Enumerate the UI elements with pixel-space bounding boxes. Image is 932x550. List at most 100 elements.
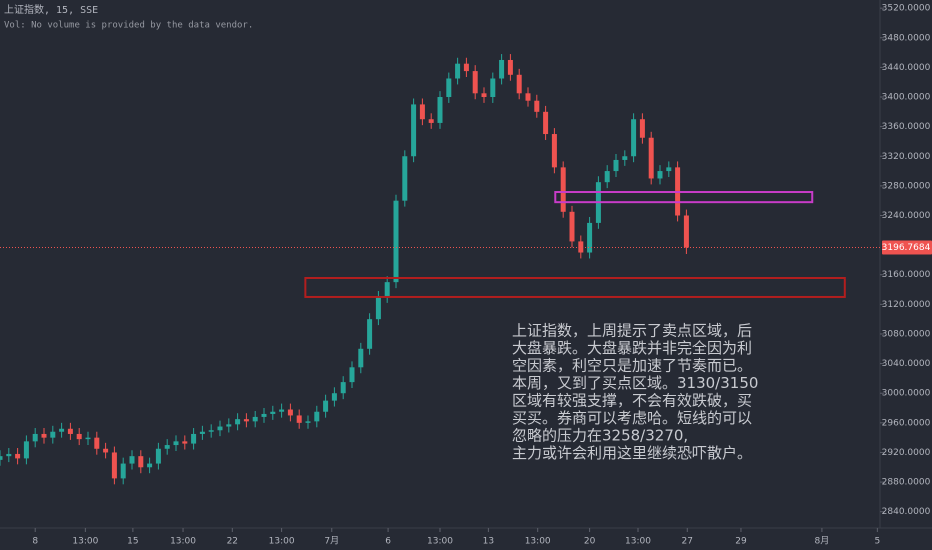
x-tick-label: 20 <box>584 537 596 547</box>
candle-body <box>164 445 170 449</box>
candle-body <box>15 453 21 459</box>
candle-body <box>147 463 153 468</box>
candle-body <box>578 241 584 253</box>
candle-body <box>358 348 364 368</box>
zone-box <box>304 276 846 298</box>
candle-body <box>120 463 126 479</box>
chart-title: 上证指数, 15, SSE <box>4 3 98 16</box>
candle-body <box>243 419 249 422</box>
candle-body <box>455 63 461 79</box>
candle-body <box>367 319 373 349</box>
candle-body <box>525 93 531 101</box>
candle-body <box>543 111 549 135</box>
candle-body <box>252 416 258 422</box>
candle-body <box>32 433 38 442</box>
candle-body <box>331 393 337 401</box>
candle-body <box>428 119 434 123</box>
annotation-line: 空因素，利空只是加速了节奏而已。 <box>512 357 752 375</box>
candle-body <box>23 441 29 459</box>
candle-body <box>59 428 65 432</box>
x-tick-label: 13:00 <box>72 537 98 547</box>
candle-body <box>41 433 47 438</box>
candle-body <box>182 441 188 444</box>
x-tick-label: 13:00 <box>525 537 551 547</box>
candle-body <box>481 93 487 98</box>
candle-body <box>613 159 619 172</box>
candle-body <box>666 167 672 172</box>
x-tick-label: 6 <box>385 537 391 547</box>
annotation-line: 上证指数，上周提示了卖点区域，后 <box>512 322 752 340</box>
y-tick-label: 3320.0000 <box>882 152 931 162</box>
y-tick-label: 3280.0000 <box>882 181 931 191</box>
candle-body <box>393 200 399 283</box>
candle-body <box>419 104 425 120</box>
candle-body <box>270 411 276 414</box>
y-tick-label: 3080.0000 <box>882 329 931 339</box>
x-tick-label: 29 <box>735 537 747 547</box>
x-tick-label: 13:00 <box>269 537 295 547</box>
x-tick-label: 13:00 <box>170 537 196 547</box>
candle-body <box>472 71 478 94</box>
y-tick-label: 3120.0000 <box>882 300 931 310</box>
x-tick-label: 7月 <box>324 536 339 547</box>
x-tick-label: 13:00 <box>625 537 651 547</box>
y-tick-label: 2880.0000 <box>882 478 931 488</box>
candle-body <box>349 367 355 383</box>
candle-body <box>560 167 566 212</box>
candle-body <box>648 137 654 179</box>
candle-body <box>217 426 223 431</box>
x-tick-label: 13 <box>483 537 494 547</box>
candle-body <box>287 409 293 416</box>
candle-body <box>551 134 557 168</box>
candle-body <box>604 171 610 183</box>
candle-body <box>446 78 452 98</box>
annotation-line: 买买。券商可以考虑哈。短线的可以 <box>512 409 752 427</box>
x-tick-label: 8月 <box>815 536 830 547</box>
y-tick-label: 2960.0000 <box>882 418 931 428</box>
x-tick-label: 5 <box>874 537 880 547</box>
last-price-label: 3196.7684 <box>882 243 931 253</box>
x-tick-label: 27 <box>682 537 693 547</box>
candle-body <box>0 456 3 460</box>
subtitle: Vol: No volume is provided by the data v… <box>4 21 253 31</box>
candle-body <box>463 63 469 72</box>
annotation-line: 主力或许会利用这里继续恐吓散户。 <box>512 444 752 462</box>
x-tick-label: 15 <box>127 537 138 547</box>
y-tick-label: 3480.0000 <box>882 33 931 43</box>
y-tick-label: 3400.0000 <box>882 93 931 103</box>
candle-body <box>235 419 241 425</box>
y-tick-label: 3240.0000 <box>882 211 931 221</box>
candle-body <box>173 441 179 446</box>
y-tick-label: 2920.0000 <box>882 448 931 458</box>
candle-body <box>375 296 381 320</box>
candle-body <box>534 100 540 112</box>
candle-body <box>631 119 637 157</box>
candle-body <box>138 456 144 468</box>
x-tick-label: 22 <box>227 537 238 547</box>
annotation-line: 忽略的压力在3258/3270, <box>512 427 688 445</box>
candle-body <box>199 431 205 434</box>
candle-body <box>85 437 91 440</box>
candle-body <box>94 437 100 449</box>
annotation-line: 本周，又到了买点区域。3130/3150 <box>512 374 758 392</box>
y-tick-label: 3440.0000 <box>882 63 931 73</box>
candle-body <box>499 59 505 79</box>
candle-body <box>279 409 285 412</box>
y-tick-label: 3520.0000 <box>882 4 931 14</box>
y-tick-label: 3040.0000 <box>882 359 931 369</box>
candle-body <box>683 215 689 248</box>
candle-body <box>111 452 117 479</box>
annotation-line: 区域有较强支撑，不会有效跌破，买 <box>512 392 752 410</box>
y-tick-label: 3160.0000 <box>882 270 931 280</box>
candle-body <box>657 171 663 179</box>
zone-box <box>554 191 814 204</box>
candle-body <box>226 424 232 427</box>
candle-body <box>384 282 390 297</box>
last-price-box <box>882 240 932 255</box>
candle-body <box>6 453 12 457</box>
candle-body <box>129 456 135 464</box>
y-tick-label: 2840.0000 <box>882 507 931 517</box>
candle-body <box>340 382 346 394</box>
x-tick-label: 13:00 <box>427 537 453 547</box>
